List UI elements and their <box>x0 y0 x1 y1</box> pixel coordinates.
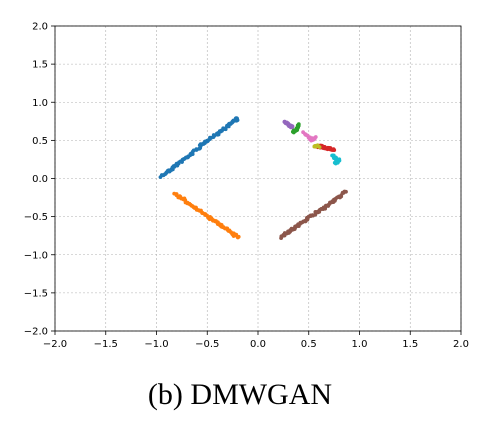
scatter-point <box>233 233 238 238</box>
figure-caption: (b) DMWGAN <box>147 378 333 411</box>
y-tick-labels: 2.0 1.5 1.0 0.5 0.0 −0.5 −1.0 −1.5 −2.0 <box>24 22 48 338</box>
x-tick-label: −1.0 <box>144 339 168 350</box>
y-tick-label: 2.0 <box>32 22 48 33</box>
y-tick-label: −1.0 <box>24 250 48 261</box>
y-tick-label: −2.0 <box>24 327 48 338</box>
scatter-point <box>288 125 293 129</box>
y-tick-label: 1.0 <box>32 98 48 109</box>
x-tick-label: 2.0 <box>453 339 469 350</box>
axis-ticks <box>51 25 462 335</box>
x-tick-label: 1.5 <box>402 339 418 350</box>
y-tick-label: −0.5 <box>24 212 48 223</box>
scatter-point <box>235 117 239 122</box>
y-tick-label: 0.5 <box>32 136 48 147</box>
x-tick-labels: −2.0 −1.5 −1.0 −0.5 0.0 0.5 1.0 1.5 2.0 <box>43 339 469 350</box>
x-tick-label: 0.5 <box>301 339 317 350</box>
y-tick-label: 1.5 <box>32 60 48 71</box>
scatter-point <box>332 148 337 152</box>
scatter-point <box>333 161 338 166</box>
x-tick-label: −0.5 <box>195 339 219 350</box>
x-tick-label: 1.0 <box>352 339 368 350</box>
scatter-point <box>317 145 322 150</box>
scatter-point <box>296 122 301 127</box>
x-tick-label: 0.0 <box>250 339 266 350</box>
y-tick-label: 0.0 <box>32 174 48 185</box>
x-tick-label: −1.5 <box>94 339 118 350</box>
x-tick-label: −2.0 <box>43 339 67 350</box>
scatter-point <box>236 234 241 239</box>
y-tick-label: −1.5 <box>24 288 48 299</box>
scatter-point <box>313 135 318 139</box>
scatter-chart: −2.0 −1.5 −1.0 −0.5 0.0 0.5 1.0 1.5 2.0 … <box>24 22 469 351</box>
grid-lines <box>54 25 462 332</box>
data-points <box>158 116 348 240</box>
scatter-point <box>344 189 348 194</box>
